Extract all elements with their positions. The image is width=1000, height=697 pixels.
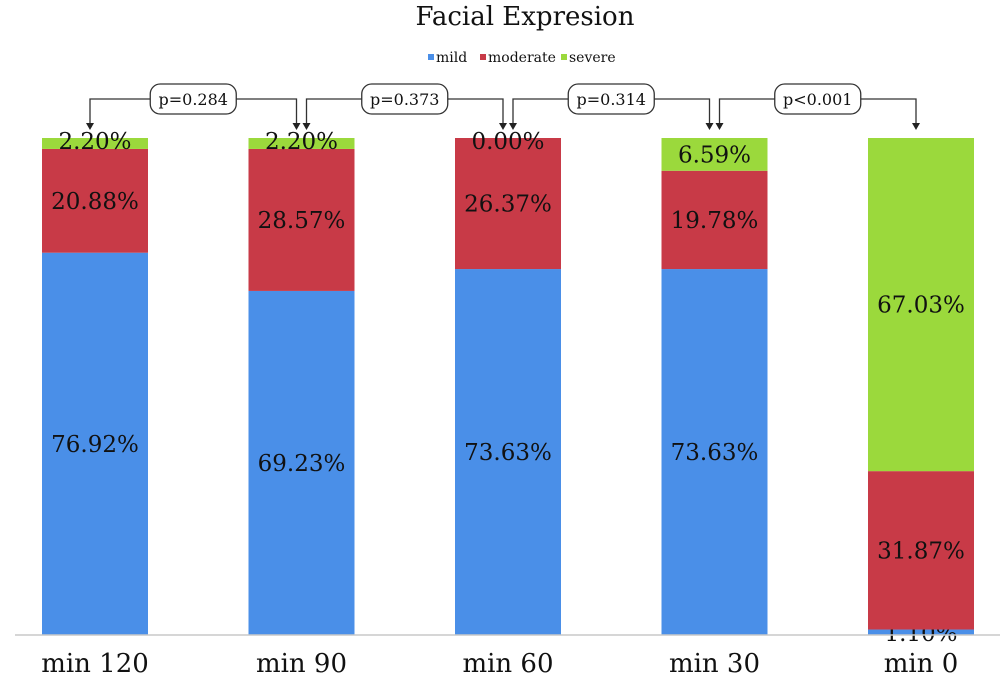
legend-swatch-mild bbox=[428, 54, 434, 60]
p-value-annotations: p=0.284 p=0.373 p=0.314 p<0.001 bbox=[86, 83, 920, 130]
bar-segment-severe bbox=[42, 138, 148, 149]
legend-swatch-moderate bbox=[480, 54, 486, 60]
bar-segment-mild bbox=[868, 629, 974, 635]
p-value-bracket: p=0.373 bbox=[302, 83, 507, 130]
bar-segment-mild bbox=[248, 290, 355, 635]
data-label-mild: 73.63% bbox=[464, 440, 552, 466]
p-value-bracket: p=0.284 bbox=[86, 83, 301, 130]
category-label: min 90 bbox=[256, 649, 347, 679]
p-value-bracket: p=0.314 bbox=[509, 83, 714, 130]
p-value-label: p<0.001 bbox=[783, 90, 852, 109]
bar-segment-mild bbox=[455, 269, 561, 635]
category-label: min 60 bbox=[462, 649, 553, 679]
bar-segment-moderate bbox=[42, 148, 148, 253]
data-label-moderate: 26.37% bbox=[464, 192, 552, 218]
data-label-moderate: 19.78% bbox=[671, 208, 759, 234]
arrow-head bbox=[705, 123, 714, 130]
data-label-severe: 6.59% bbox=[678, 142, 751, 168]
data-label-mild: 73.63% bbox=[671, 440, 759, 466]
p-value-bracket: p<0.001 bbox=[715, 83, 920, 130]
category-labels: min 120 min 90 min 60 min 30 min 0 bbox=[41, 649, 958, 679]
arrow-head bbox=[86, 123, 94, 130]
arrow-head bbox=[912, 123, 920, 130]
bar-segment-severe bbox=[248, 138, 355, 149]
bar-segment-moderate bbox=[868, 471, 974, 630]
p-value-label: p=0.314 bbox=[577, 90, 646, 109]
bar-segment-moderate bbox=[661, 170, 768, 270]
data-label-moderate: 28.57% bbox=[258, 208, 346, 234]
bar-segment-mild bbox=[42, 252, 148, 636]
chart-title: Facial Expresion bbox=[416, 2, 635, 32]
p-value-box bbox=[567, 83, 655, 115]
legend-swatch-severe bbox=[561, 54, 567, 60]
data-label-severe: 67.03% bbox=[877, 293, 965, 319]
bar-segment-mild bbox=[661, 269, 768, 635]
legend-label-severe: severe bbox=[569, 50, 616, 66]
p-value-label: p=0.284 bbox=[159, 90, 228, 109]
legend: mild moderate severe bbox=[428, 50, 616, 66]
p-value-box bbox=[149, 83, 237, 115]
arrow-head bbox=[715, 123, 724, 130]
data-label-moderate: 31.87% bbox=[877, 538, 965, 564]
data-label-severe: 2.20% bbox=[58, 129, 131, 155]
p-value-label: p=0.373 bbox=[370, 90, 439, 109]
category-label: min 120 bbox=[41, 649, 149, 679]
data-label-mild: 76.92% bbox=[51, 432, 139, 458]
p-value-box bbox=[774, 83, 862, 115]
arrow-head bbox=[499, 123, 507, 130]
bars: 76.92% 20.88% 2.20% 69.23% 28.57% 2.20% 73.63%… bbox=[42, 129, 974, 647]
data-label-moderate: 20.88% bbox=[51, 189, 139, 215]
bar-segment-severe bbox=[868, 138, 974, 472]
category-label: min 30 bbox=[669, 649, 760, 679]
bar-segment-moderate bbox=[248, 148, 355, 291]
data-label-severe: 2.20% bbox=[265, 129, 338, 155]
data-label-mild: 69.23% bbox=[258, 451, 346, 477]
bar-segment-severe bbox=[661, 138, 768, 171]
data-label-severe: 0.00% bbox=[471, 129, 544, 155]
legend-label-moderate: moderate bbox=[488, 50, 556, 66]
arrow-head bbox=[292, 123, 301, 130]
p-value-box bbox=[361, 83, 449, 115]
arrow-head bbox=[302, 123, 311, 130]
category-label: min 0 bbox=[884, 649, 959, 679]
legend-label-mild: mild bbox=[436, 50, 467, 66]
bar-segment-moderate bbox=[455, 138, 561, 270]
arrow-head bbox=[509, 123, 517, 130]
